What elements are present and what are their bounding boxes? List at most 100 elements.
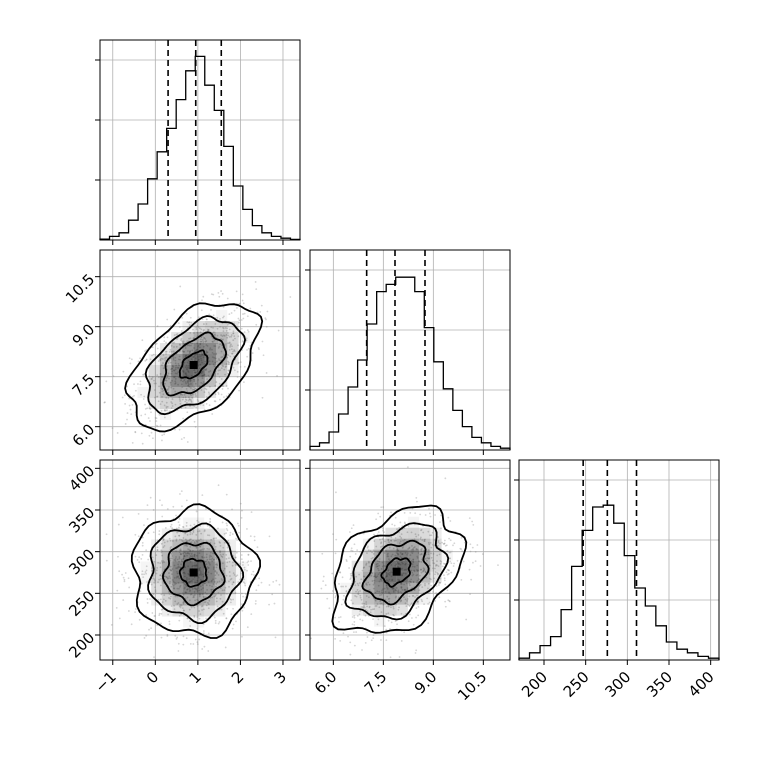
sample-point <box>354 584 357 587</box>
sample-point <box>128 357 131 360</box>
sample-point <box>174 368 177 371</box>
density-cell <box>182 365 194 376</box>
sample-point <box>180 490 183 493</box>
sample-point <box>188 398 191 401</box>
sample-point <box>193 553 196 556</box>
sample-point <box>209 370 212 372</box>
sample-point <box>371 572 373 575</box>
sample-point <box>219 551 221 554</box>
sample-point <box>411 545 413 547</box>
sample-point <box>112 375 115 377</box>
sample-point <box>384 549 387 552</box>
sample-point <box>382 529 384 532</box>
sample-point <box>174 377 177 380</box>
sample-point <box>182 609 185 612</box>
sample-point <box>210 588 213 591</box>
sample-point <box>159 424 162 427</box>
sample-point <box>131 395 134 398</box>
sample-point <box>230 335 233 338</box>
sample-point <box>268 584 271 586</box>
density-cell <box>225 561 237 573</box>
y-tick-label: 250 <box>65 587 98 620</box>
sample-point <box>208 385 211 388</box>
sample-point <box>184 400 187 403</box>
sample-point <box>358 582 361 584</box>
sample-point <box>331 572 334 575</box>
sample-point <box>127 577 130 580</box>
sample-point <box>189 350 191 353</box>
sample-point <box>212 583 215 586</box>
sample-point <box>402 539 404 542</box>
sample-point <box>178 587 180 590</box>
sample-point <box>179 548 182 551</box>
sample-point <box>208 558 211 561</box>
sample-point <box>180 604 183 607</box>
sample-point <box>410 581 413 584</box>
sample-point <box>137 360 140 363</box>
sample-point <box>375 545 378 548</box>
sample-point <box>124 572 127 574</box>
sample-point <box>158 612 161 615</box>
y-tick-label: 6.0 <box>69 420 99 450</box>
sample-point <box>163 404 166 407</box>
sample-point <box>381 565 384 568</box>
sample-point <box>427 549 430 551</box>
sample-point <box>448 600 451 602</box>
sample-point <box>440 560 443 563</box>
sample-point <box>213 616 216 619</box>
sample-point <box>175 576 178 579</box>
sample-point <box>229 598 232 600</box>
sample-point <box>357 592 360 595</box>
sample-point <box>213 400 216 403</box>
sample-point <box>186 588 189 591</box>
sample-point <box>237 581 240 583</box>
sample-point <box>247 330 250 333</box>
sample-point <box>361 606 364 608</box>
sample-point <box>171 583 174 586</box>
sample-point <box>211 557 214 560</box>
sample-point <box>211 351 214 354</box>
sample-point <box>397 596 400 599</box>
sample-point <box>390 511 392 514</box>
sample-point <box>145 614 148 616</box>
sample-point <box>185 499 188 502</box>
sample-point <box>214 345 217 347</box>
sample-point <box>203 596 205 599</box>
sample-point <box>170 350 173 353</box>
sample-point <box>377 573 380 576</box>
sample-point <box>409 603 412 606</box>
sample-point <box>137 535 140 538</box>
sample-point <box>146 518 149 520</box>
sample-point <box>214 569 217 572</box>
sample-point <box>423 569 425 572</box>
sample-point <box>208 562 211 565</box>
sample-point <box>390 621 393 624</box>
sample-point <box>196 588 198 590</box>
sample-point <box>151 376 154 379</box>
density-cell <box>204 321 217 332</box>
sample-point <box>169 325 172 327</box>
density-cell <box>374 582 386 594</box>
sample-point <box>380 591 383 594</box>
sample-point <box>429 515 432 518</box>
sample-point <box>163 544 166 547</box>
sample-point <box>183 555 186 558</box>
sample-point <box>322 575 325 578</box>
histogram-panel-2: 200 250 300 350 400 <box>514 459 720 701</box>
sample-point <box>205 553 208 556</box>
sample-point <box>217 369 220 372</box>
sample-point <box>389 627 391 630</box>
sample-point <box>155 569 158 572</box>
sample-point <box>194 599 197 602</box>
sample-point <box>205 318 208 321</box>
sample-point <box>196 590 199 592</box>
sample-point <box>324 584 327 587</box>
density-cell <box>351 560 363 572</box>
sample-point <box>122 370 125 373</box>
density-cell <box>141 562 152 573</box>
sample-point <box>416 570 419 573</box>
sample-point <box>399 582 402 585</box>
sample-point <box>206 351 209 354</box>
sample-point <box>188 321 190 324</box>
sample-point <box>420 598 423 601</box>
